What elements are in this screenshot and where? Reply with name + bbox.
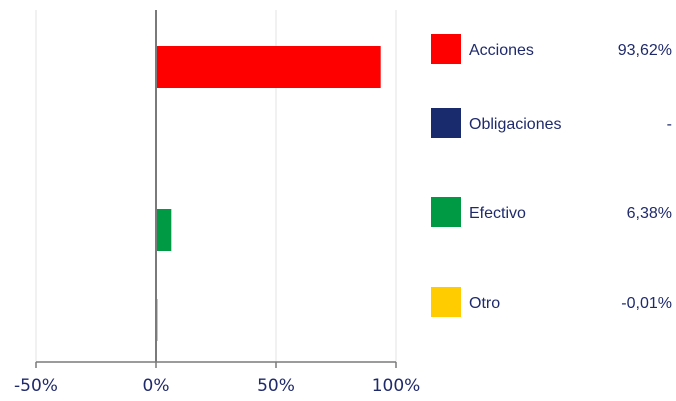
bar-acciones: [156, 46, 381, 88]
legend-swatch-otro: [431, 287, 461, 317]
legend-value-acciones: 93,62%: [618, 42, 672, 59]
tick-label-0: -50%: [14, 376, 58, 396]
bars: [155, 46, 381, 341]
x-tick-labels: -50% 0% 50% 100%: [14, 362, 420, 396]
legend-label-acciones: Acciones: [469, 42, 534, 59]
legend: Acciones 93,62% Obligaciones - Efectivo 6,38%…: [431, 34, 672, 317]
legend-value-otro: -0,01%: [621, 295, 672, 312]
bar-efectivo: [156, 209, 172, 251]
axes: [36, 10, 396, 363]
legend-value-efectivo: 6,38%: [627, 205, 672, 222]
legend-label-otro: Otro: [469, 295, 500, 312]
legend-label-obligaciones: Obligaciones: [469, 116, 562, 133]
legend-swatch-obligaciones: [431, 108, 461, 138]
tick-label-3: 100%: [372, 376, 421, 396]
legend-swatch-acciones: [431, 34, 461, 64]
legend-swatch-efectivo: [431, 197, 461, 227]
tick-label-1: 0%: [143, 376, 170, 396]
legend-label-efectivo: Efectivo: [469, 205, 526, 222]
legend-value-obligaciones: -: [667, 116, 672, 133]
tick-label-2: 50%: [257, 376, 295, 396]
